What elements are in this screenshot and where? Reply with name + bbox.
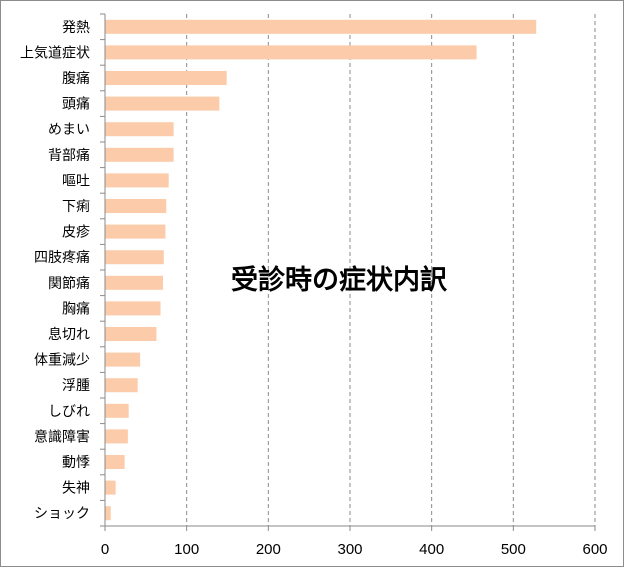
- category-label-19: 失神: [62, 481, 90, 497]
- bars: [105, 19, 537, 521]
- category-label-17: 意識障害: [34, 428, 90, 445]
- chart-title: 受診時の症状内訳: [231, 264, 448, 296]
- x-tick-label-500: 500: [501, 541, 526, 558]
- x-tick-labels: 0 100 200 300 400 500 600: [101, 541, 608, 558]
- category-label-7: 嘔吐: [62, 173, 90, 189]
- category-label-1: 発熱: [62, 20, 90, 36]
- bar-6: [105, 147, 174, 162]
- category-labels: 発熱上気道症状腹痛頭痛めまい背部痛嘔吐下痢皮疹四肢疼痛関節痛胸痛息切れ体重減少浮…: [20, 20, 90, 522]
- category-label-15: 浮腫: [62, 378, 90, 394]
- bar-1: [105, 19, 537, 34]
- category-label-20: ショック: [34, 506, 90, 522]
- bar-14: [105, 352, 141, 367]
- bar-4: [105, 96, 220, 111]
- category-label-5: めまい: [48, 122, 90, 138]
- bar-19: [105, 480, 116, 495]
- x-tick-label-200: 200: [256, 541, 281, 558]
- bar-8: [105, 199, 167, 213]
- category-label-4: 頭痛: [62, 96, 90, 113]
- bar-7: [105, 173, 169, 188]
- x-tick-label-100: 100: [174, 541, 199, 558]
- category-label-2: 上気道症状: [20, 45, 90, 61]
- x-tick-label-300: 300: [337, 541, 362, 558]
- bar-2: [105, 45, 477, 60]
- bar-13: [105, 327, 157, 341]
- category-label-6: 背部痛: [48, 147, 90, 164]
- category-label-9: 皮疹: [62, 225, 90, 241]
- bar-20: [105, 506, 111, 521]
- category-label-3: 腹痛: [62, 70, 90, 87]
- bar-9: [105, 224, 166, 239]
- category-label-11: 関節痛: [48, 275, 90, 292]
- axes: [100, 13, 596, 531]
- bar-16: [105, 403, 129, 418]
- category-label-18: 動悸: [62, 455, 90, 471]
- bar-15: [105, 378, 138, 393]
- bar-17: [105, 429, 128, 444]
- category-label-8: 下痢: [62, 199, 90, 215]
- x-tick-label-0: 0: [101, 541, 109, 558]
- category-label-10: 四肢疼痛: [34, 249, 90, 266]
- category-label-16: しびれ: [48, 404, 90, 420]
- category-label-14: 体重減少: [34, 352, 90, 369]
- bar-10: [105, 250, 164, 265]
- category-label-13: 息切れ: [48, 326, 90, 343]
- grid-lines: [186, 14, 596, 526]
- bar-3: [105, 71, 227, 85]
- bar-18: [105, 455, 125, 469]
- x-tick-label-400: 400: [419, 541, 444, 558]
- x-tick-label-600: 600: [582, 541, 607, 558]
- bar-12: [105, 301, 161, 316]
- category-label-12: 胸痛: [62, 300, 90, 317]
- bar-11: [105, 275, 163, 290]
- bar-5: [105, 122, 174, 137]
